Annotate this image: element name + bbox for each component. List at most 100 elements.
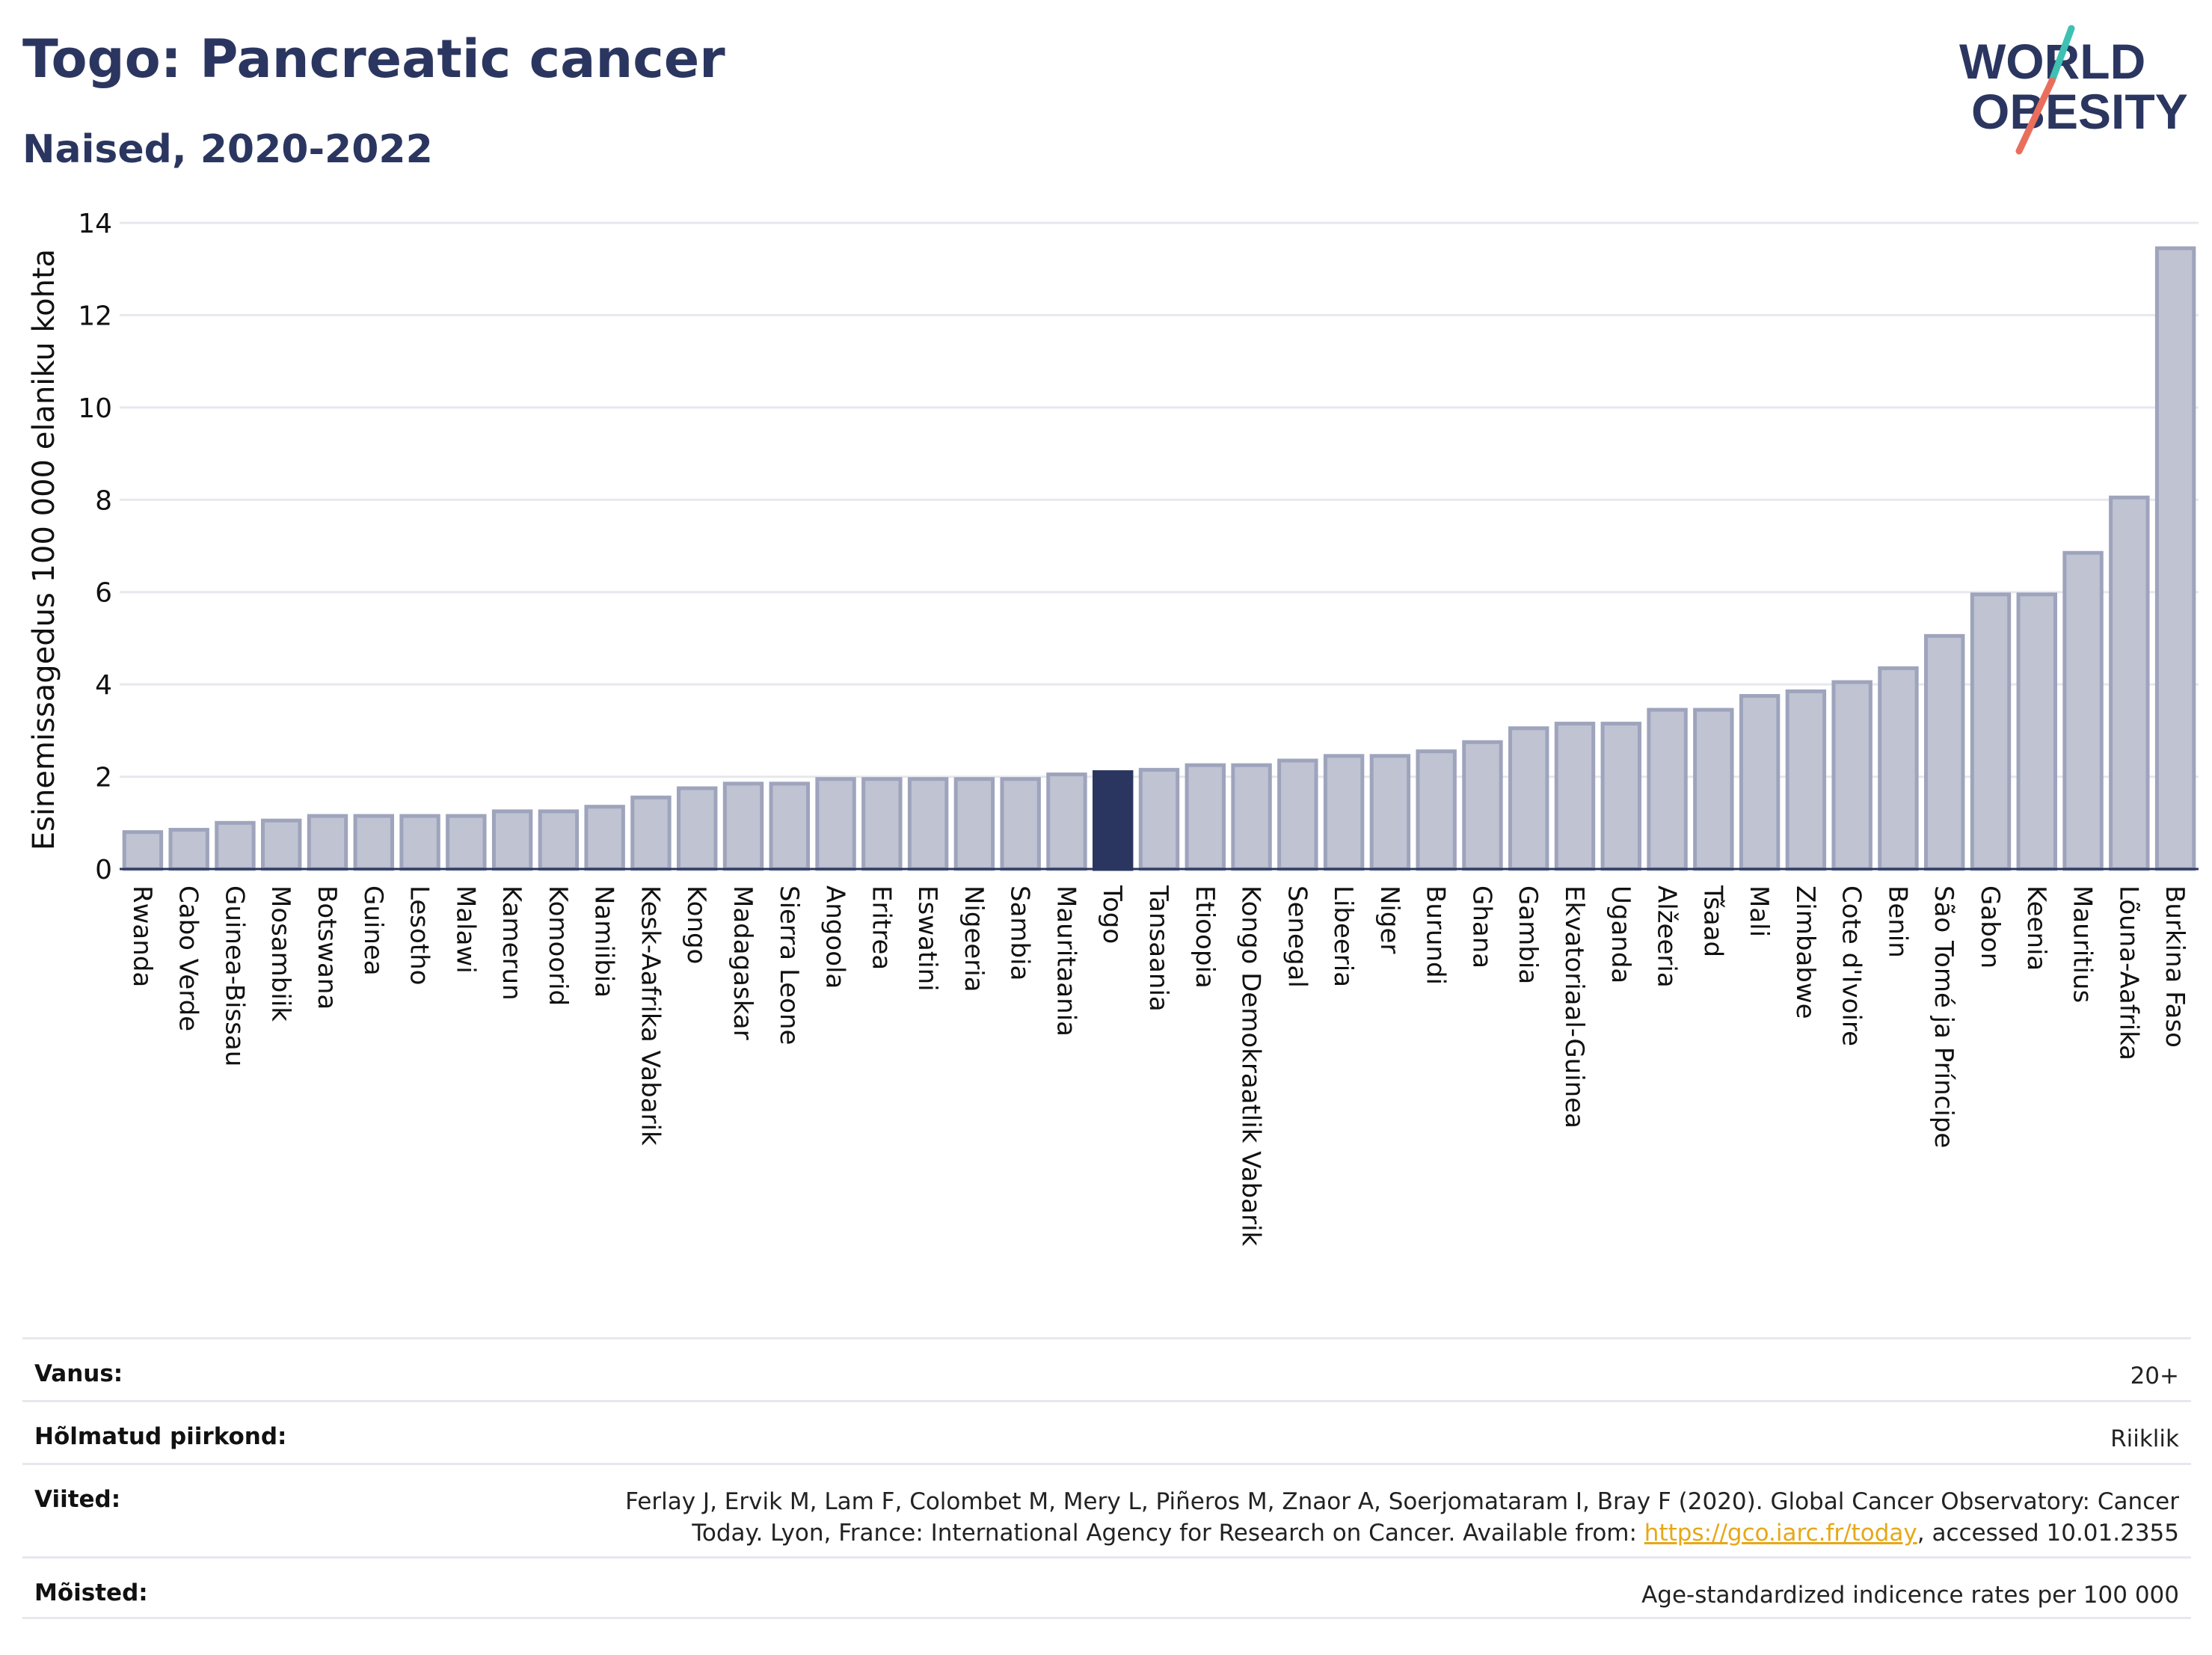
x-tick-label: Kamerun xyxy=(497,885,526,1001)
y-tick-label: 2 xyxy=(95,763,112,793)
x-tick-label: Tšaad xyxy=(1698,885,1727,957)
x-tick-label: Madagaskar xyxy=(728,885,758,1040)
x-tick-label: Malawi xyxy=(450,885,480,974)
definitions-label: Mõisted: xyxy=(34,1579,148,1606)
x-tick-label: Ghana xyxy=(1466,885,1496,968)
bar-s-o-tom-ja-pr-ncipe xyxy=(1924,633,1965,871)
y-tick-label: 12 xyxy=(78,301,112,331)
bar-t-aad xyxy=(1693,707,1734,871)
x-tick-label: Lesotho xyxy=(405,885,434,985)
x-tick-label: Mauritaania xyxy=(1051,885,1081,1037)
bar-gambia xyxy=(1508,726,1549,871)
references-line2-post: , accessed 10.01.2355 xyxy=(1917,1520,2179,1547)
bar-cote-d-ivoire xyxy=(1831,680,1872,871)
x-tick-label: Burkina Faso xyxy=(2160,885,2190,1048)
references-link[interactable]: https://gco.iarc.fr/today xyxy=(1644,1520,1917,1547)
bar-mauritaania xyxy=(1046,772,1087,871)
references-line1: Ferlay J, Ervik M, Lam F, Colombet M, Me… xyxy=(625,1488,2179,1515)
x-tick-label: Cabo Verde xyxy=(173,885,203,1031)
world-obesity-logo: WORLD OBESITY xyxy=(1959,25,2188,155)
chart-title: Togo: Pancreatic cancer xyxy=(22,28,725,90)
bar-komoorid xyxy=(538,809,580,871)
x-tick-label: Nigeeria xyxy=(959,885,989,992)
bar-nigeeria xyxy=(953,777,995,871)
x-tick-label: Zimbabwe xyxy=(1790,885,1820,1019)
bar-eswatini xyxy=(907,777,949,871)
x-tick-labels: Rwanda Cabo Verde Guinea-Bissau Mosambiik Bo… xyxy=(127,885,2190,1247)
logo-slash-coral xyxy=(2015,77,2056,155)
x-tick-label: Sambia xyxy=(1005,885,1035,980)
bar-guinea-bissau xyxy=(215,820,256,871)
bar-benin xyxy=(1878,666,1919,871)
logo-slash-teal xyxy=(2048,25,2075,85)
bar-senegal xyxy=(1277,758,1318,871)
bar-kesk-aafrika-vabarik xyxy=(630,795,672,871)
x-tick-label: Botswana xyxy=(312,885,342,1010)
x-tick-label: Benin xyxy=(1882,885,1912,958)
y-tick-label: 6 xyxy=(95,578,112,609)
bar-kongo-demokraatlik-vabarik xyxy=(1231,763,1272,871)
bar-al-eeria xyxy=(1647,707,1688,871)
bar-gabon xyxy=(1970,592,2012,871)
bar-mosambiik xyxy=(261,818,302,871)
bar-angoola xyxy=(815,777,856,871)
x-tick-label: Alžeeria xyxy=(1652,885,1682,988)
x-tick-label: Kesk-Aafrika Vabarik xyxy=(635,885,665,1146)
x-tick-label: Gabon xyxy=(1975,885,2005,968)
x-tick-label: Mosambiik xyxy=(265,885,295,1022)
bar-lesotho xyxy=(399,814,440,871)
x-tick-label: Lõuna-Aafrika xyxy=(2113,885,2143,1060)
bar-eritrea xyxy=(861,777,903,871)
bar-malawi xyxy=(446,814,487,871)
bar-cabo-verde xyxy=(168,828,209,871)
definitions-value: Age-standardized indicence rates per 100… xyxy=(1641,1582,2179,1609)
x-tick-label: Angoola xyxy=(820,885,850,989)
bar-rwanda xyxy=(122,830,164,871)
x-tick-label: Mali xyxy=(1744,885,1774,937)
chart-subtitle: Naised, 2020-2022 xyxy=(22,127,433,172)
info-row-region: Hõlmatud piirkond: Riiklik xyxy=(22,1400,2191,1463)
bar-keenia xyxy=(2016,592,2057,871)
x-tick-label: Kongo Demokraatlik Vabarik xyxy=(1236,885,1266,1247)
bar-ghana xyxy=(1462,740,1503,871)
bar-l-una-aafrika xyxy=(2109,495,2150,871)
x-tick-label: São Tomé ja Príncipe xyxy=(1929,885,1958,1148)
x-tick-label: Burundi xyxy=(1421,885,1451,985)
y-tick-label: 0 xyxy=(95,855,112,885)
y-tick-label: 10 xyxy=(78,393,112,424)
y-tick-label: 8 xyxy=(95,485,112,516)
bar-uganda xyxy=(1600,722,1641,871)
bar-sambia xyxy=(1000,777,1041,871)
region-label: Hõlmatud piirkond: xyxy=(34,1423,287,1450)
bar-etioopia xyxy=(1185,763,1226,871)
x-tick-label: Senegal xyxy=(1282,885,1312,988)
logo-line-obesity: OBESITY xyxy=(1971,84,2188,139)
bar-niger xyxy=(1369,754,1411,871)
x-tick-label: Etioopia xyxy=(1190,885,1220,989)
x-tick-label: Libeeria xyxy=(1328,885,1358,987)
x-tick-label: Uganda xyxy=(1606,885,1635,983)
x-tick-label: Mauritius xyxy=(2068,885,2098,1003)
x-tick-label: Tansaania xyxy=(1143,885,1173,1012)
references-label: Viited: xyxy=(34,1486,121,1513)
bar-togo xyxy=(1093,770,1134,871)
x-tick-label: Kongo xyxy=(681,885,711,964)
x-tick-label: Namiibia xyxy=(589,885,619,998)
y-axis-label: Esinemissagedus 100 000 elaniku kohta xyxy=(27,249,61,850)
bar-madagaskar xyxy=(722,782,764,871)
x-tick-label: Guinea-Bissau xyxy=(219,885,249,1066)
x-tick-label: Niger xyxy=(1374,885,1404,954)
x-tick-label: Ekvatoriaal-Guinea xyxy=(1559,885,1589,1129)
bar-ekvatoriaal-guinea xyxy=(1554,722,1596,871)
x-tick-label: Cote d'Ivoire xyxy=(1837,885,1867,1046)
y-tick-labels: 0 2 4 6 8 10 12 14 xyxy=(78,209,112,885)
bar-libeeria xyxy=(1323,754,1365,871)
age-label: Vanus: xyxy=(34,1360,123,1387)
bar-zimbabwe xyxy=(1785,689,1827,871)
x-tick-label: Rwanda xyxy=(127,885,157,987)
bar-kamerun xyxy=(491,809,533,871)
x-tick-label: Eswatini xyxy=(912,885,942,992)
references-value: Ferlay J, Ervik M, Lam F, Colombet M, Me… xyxy=(625,1465,2179,1549)
bar-botswana xyxy=(307,814,348,871)
region-value: Riiklik xyxy=(2110,1425,2179,1452)
